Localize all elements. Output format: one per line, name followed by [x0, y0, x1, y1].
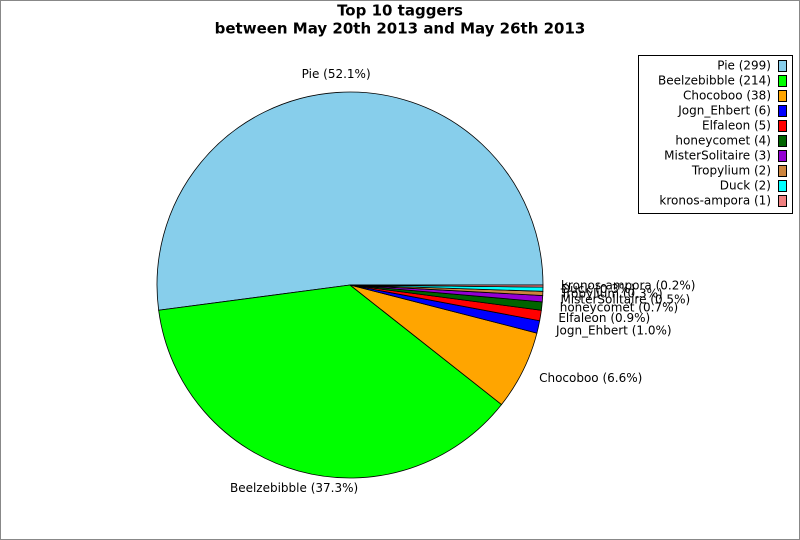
legend-label: Tropylium (2)	[691, 164, 771, 178]
pie-slice	[156, 91, 544, 311]
legend-label: Chocoboo (38)	[683, 89, 771, 103]
legend-label: MisterSolitaire (3)	[664, 149, 771, 163]
legend-box	[638, 55, 793, 214]
legend-label: Beelzebibble (214)	[658, 74, 771, 88]
legend-swatch	[778, 90, 787, 102]
legend-swatch	[778, 60, 787, 72]
chart-title: Top 10 taggers	[337, 2, 463, 20]
legend-label: honeycomet (4)	[675, 134, 771, 148]
pie-slice	[349, 284, 544, 288]
slice-label: honeycomet (0.7%)	[560, 301, 678, 315]
slice-label: Tropylium (0.3%)	[560, 287, 663, 301]
slice-label: kronos-ampora (0.2%)	[561, 279, 695, 293]
slice-label: Elfaleon (0.9%)	[558, 311, 650, 325]
legend-label: Elfaleon (5)	[702, 119, 771, 133]
legend-label: Duck (2)	[720, 179, 771, 193]
legend-swatch	[778, 150, 787, 162]
legend-swatch	[778, 135, 787, 147]
legend-swatch	[778, 195, 787, 207]
legend-swatch	[778, 165, 787, 177]
slice-label: Pie (52.1%)	[302, 67, 371, 81]
legend-label: kronos-ampora (1)	[659, 194, 771, 208]
slice-label: Duck (0.3%)	[561, 282, 635, 296]
slice-label: Jogn_Ehbert (1.0%)	[555, 323, 672, 337]
pie-slice	[158, 284, 503, 479]
legend-label: Pie (299)	[717, 59, 771, 73]
legend-swatch	[778, 75, 787, 87]
legend-swatch	[778, 105, 787, 117]
chart-subtitle: between May 20th 2013 and May 26th 2013	[215, 20, 586, 38]
legend-label: Jogn_Ehbert (6)	[677, 104, 771, 118]
legend-swatch	[778, 120, 787, 132]
slice-label: Chocoboo (6.6%)	[539, 371, 642, 385]
slice-label: Beelzebibble (37.3%)	[230, 481, 358, 495]
slice-label: MisterSolitaire (0.5%)	[560, 293, 690, 307]
legend-swatch	[778, 180, 787, 192]
